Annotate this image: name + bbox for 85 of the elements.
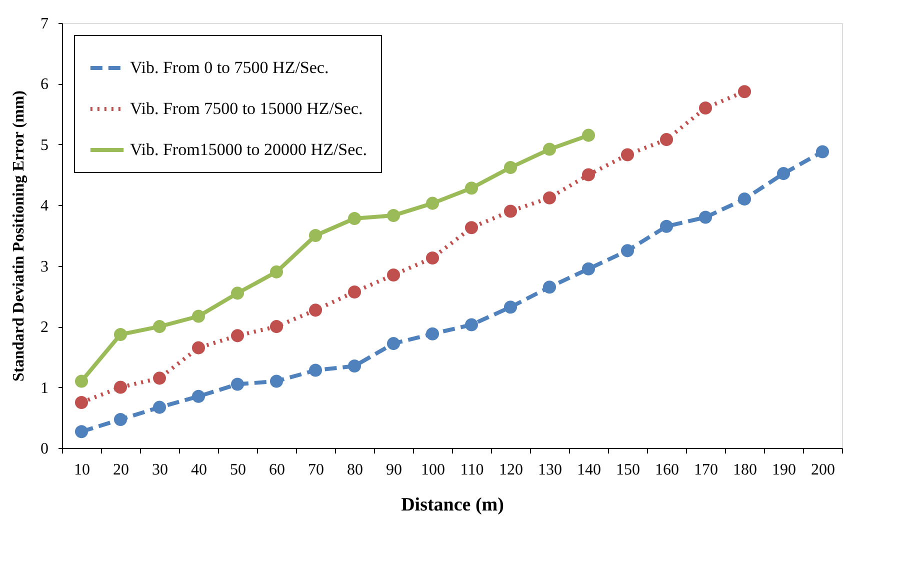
- point: [426, 196, 440, 210]
- x-tick-label: 160: [655, 462, 679, 478]
- point: [816, 145, 830, 158]
- y-tick-label: 2: [40, 319, 48, 336]
- legend-label: Vib. From 7500 to 15000 HZ/Sec.: [130, 99, 363, 118]
- point: [270, 374, 284, 388]
- point: [114, 328, 128, 341]
- point: [348, 285, 362, 298]
- x-tick-label: 10: [74, 462, 90, 478]
- x-tick-label: 200: [811, 462, 835, 478]
- point: [348, 212, 362, 226]
- x-tick-label: 60: [269, 462, 285, 478]
- y-tick-label: 7: [40, 16, 48, 32]
- x-tick-label: 90: [386, 462, 402, 478]
- point: [308, 364, 322, 377]
- x-tick-label: 180: [733, 462, 757, 478]
- point: [152, 320, 166, 334]
- point: [582, 128, 596, 142]
- point: [426, 327, 440, 340]
- point: [192, 341, 206, 354]
- point: [230, 329, 244, 342]
- point: [504, 160, 518, 174]
- x-tick-label: 20: [113, 462, 129, 478]
- point: [542, 191, 556, 204]
- x-tick-label: 50: [230, 462, 246, 478]
- point: [74, 396, 88, 409]
- point: [738, 85, 752, 98]
- x-tick-label: 120: [499, 462, 523, 478]
- point: [386, 337, 400, 350]
- point: [426, 251, 440, 264]
- point: [230, 286, 244, 300]
- point: [152, 372, 166, 385]
- x-tick-label: 80: [347, 462, 363, 478]
- y-tick-label: 6: [40, 76, 48, 94]
- point: [776, 167, 790, 180]
- point: [542, 280, 556, 294]
- y-tick-label: 4: [40, 198, 48, 215]
- x-tick-label: 140: [577, 462, 601, 478]
- y-tick-label: 3: [40, 258, 48, 276]
- legend-label: Vib. From 0 to 7500 HZ/Sec.: [130, 58, 329, 77]
- point: [504, 204, 518, 218]
- point: [114, 380, 128, 394]
- legend-label: Vib. From15000 to 20000 HZ/Sec.: [130, 140, 367, 159]
- point: [660, 133, 674, 146]
- point: [582, 262, 596, 276]
- point: [620, 148, 634, 162]
- point: [386, 208, 400, 222]
- point: [114, 412, 128, 426]
- point: [386, 268, 400, 282]
- point: [464, 182, 478, 195]
- point: [620, 244, 634, 258]
- x-tick-label: 150: [616, 462, 640, 478]
- x-tick-label: 170: [694, 462, 718, 478]
- point: [698, 101, 712, 115]
- point: [464, 221, 478, 234]
- point: [738, 192, 752, 206]
- point: [270, 265, 284, 278]
- point: [348, 360, 362, 373]
- point: [270, 320, 284, 334]
- point: [660, 220, 674, 233]
- point: [308, 304, 322, 317]
- point: [582, 168, 596, 182]
- point: [504, 300, 518, 314]
- y-tick-label: 5: [40, 136, 48, 154]
- y-tick-label: 0: [40, 440, 48, 458]
- point: [542, 142, 556, 156]
- y-axis-title: Standard Deviatin Positioning Error (mm): [10, 90, 28, 382]
- point: [192, 390, 206, 403]
- x-tick-label: 100: [421, 462, 445, 478]
- point: [152, 400, 166, 414]
- x-tick-label: 40: [191, 462, 207, 478]
- y-tick-label: 1: [40, 380, 48, 397]
- x-tick-label: 70: [308, 462, 324, 478]
- point: [230, 378, 244, 391]
- point: [308, 228, 322, 242]
- point: [74, 425, 88, 438]
- x-tick-label: 190: [772, 462, 796, 478]
- point: [698, 210, 712, 224]
- x-axis-title: Distance (m): [401, 494, 504, 516]
- x-tick-label: 130: [538, 462, 562, 478]
- x-tick-label: 110: [460, 462, 484, 478]
- x-tick-label: 30: [152, 462, 168, 478]
- point: [192, 310, 206, 323]
- point: [464, 318, 478, 332]
- point: [74, 374, 88, 388]
